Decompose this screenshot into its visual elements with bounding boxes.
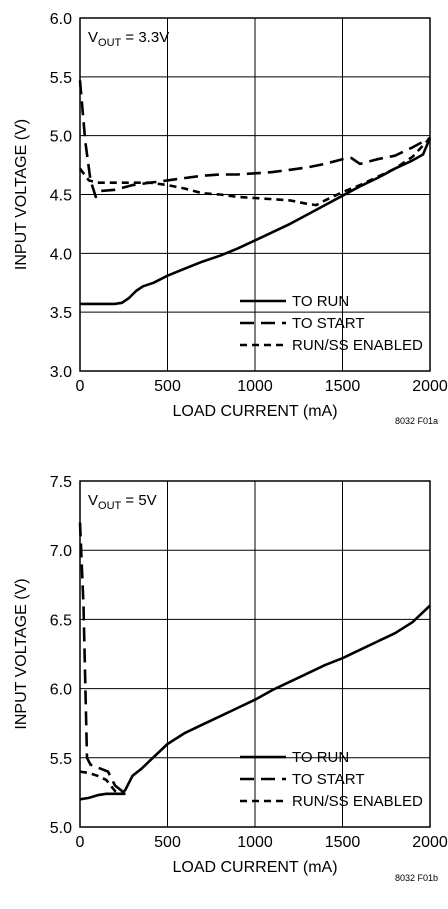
annotation-subscript: OUT (98, 500, 122, 512)
x-tick-label: 500 (154, 834, 181, 851)
y-tick-label: 7.5 (50, 474, 72, 491)
annotation-prefix: V (88, 492, 98, 509)
x-tick-label: 1000 (237, 378, 273, 395)
series-line-to-run (80, 137, 432, 306)
plot-frame (79, 17, 431, 372)
series-line-run-ss-enabled (79, 770, 126, 796)
legend-label: RUN/SS ENABLED (292, 337, 423, 354)
x-tick-label: 500 (154, 378, 181, 395)
x-tick-label: 2000 (412, 834, 448, 851)
y-tick-label: 4.5 (50, 188, 72, 205)
y-tick-label: 6.0 (50, 682, 72, 699)
vout-annotation: VOUT = 3.3V (88, 29, 169, 49)
y-tick-label: 6.5 (50, 612, 72, 629)
vout-annotation: VOUT = 5V (88, 492, 157, 512)
y-tick-label: 5.0 (50, 820, 72, 837)
series-line-to-start (78, 80, 431, 199)
y-tick-label: 5.0 (50, 129, 72, 146)
x-tick-label: 1500 (325, 378, 361, 395)
y-tick-label: 3.5 (50, 305, 72, 322)
figure-id: 8032 F01b (395, 873, 438, 883)
y-tick-label: 4.0 (50, 246, 72, 263)
plot-frame (79, 480, 431, 828)
annotation-prefix: V (88, 29, 98, 46)
legend-label: TO START (292, 771, 365, 788)
x-tick-label: 0 (76, 834, 85, 851)
series-line-to-start (78, 522, 127, 795)
x-tick-label: 1000 (237, 834, 273, 851)
series-line-to-run (79, 604, 431, 801)
legend-label: TO RUN (292, 293, 349, 310)
x-axis-label: LOAD CURRENT (mA) (172, 859, 337, 876)
legend-label: RUN/SS ENABLED (292, 793, 423, 810)
y-tick-label: 6.0 (50, 11, 72, 28)
y-tick-label: 3.0 (50, 364, 72, 381)
series-line-run-ss-enabled (78, 137, 431, 207)
y-tick-label: 7.0 (50, 543, 72, 560)
legend-label: TO RUN (292, 749, 349, 766)
annotation-suffix: = 3.3V (121, 29, 169, 46)
y-tick-label: 5.5 (50, 70, 72, 87)
y-axis-label: INPUT VOLTAGE (V) (13, 578, 30, 729)
y-tick-label: 5.5 (50, 751, 72, 768)
x-tick-label: 0 (76, 378, 85, 395)
x-tick-label: 1500 (325, 834, 361, 851)
y-axis-label: INPUT VOLTAGE (V) (13, 119, 30, 270)
x-tick-label: 2000 (412, 378, 448, 395)
x-axis-label: LOAD CURRENT (mA) (172, 403, 337, 420)
annotation-subscript: OUT (98, 37, 122, 49)
figure-id: 8032 F01a (395, 416, 438, 426)
legend-label: TO START (292, 315, 365, 332)
annotation-suffix: = 5V (121, 492, 156, 509)
